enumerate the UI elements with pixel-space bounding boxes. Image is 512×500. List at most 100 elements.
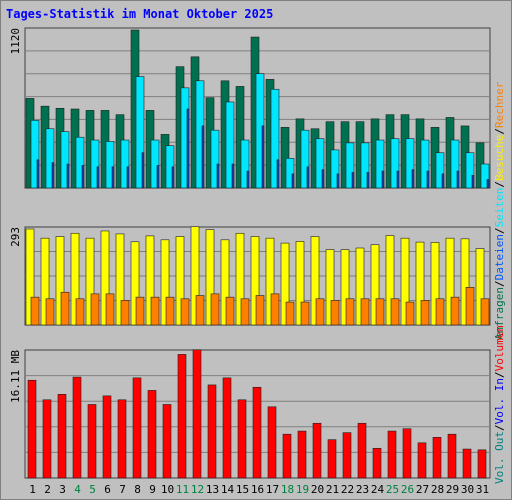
bar-besuche-5: [85, 237, 95, 326]
bar-volumen-31: [477, 449, 487, 479]
bar-besuche-9: [145, 235, 155, 326]
bar-besuche-19: [295, 241, 305, 326]
bar-seiten-25: [396, 170, 400, 189]
bar-rechner-4: [75, 298, 85, 326]
right-legend-bottom: Vol. Out/Vol. In/Volumen: [493, 325, 506, 484]
x-tick-label-8: 8: [134, 483, 141, 496]
bar-volumen-17: [267, 406, 277, 479]
x-tick-label-25: 25: [386, 483, 399, 496]
bar-dateien-21: [330, 149, 340, 189]
bar-seiten-24: [381, 170, 385, 189]
bar-dateien-4: [75, 136, 85, 189]
x-tick-label-20: 20: [311, 483, 324, 496]
legend-entry: /: [493, 280, 506, 287]
bar-rechner-29: [450, 296, 460, 326]
bar-rechner-30: [465, 287, 475, 326]
bar-besuche-8: [130, 241, 140, 326]
ymax-label-volume: 16.11 MB: [9, 350, 22, 403]
x-tick-label-15: 15: [236, 483, 249, 496]
bar-volumen-19: [297, 430, 307, 479]
bar-seiten-26: [411, 169, 415, 189]
bar-dateien-18: [285, 158, 295, 189]
bar-seiten-8: [141, 152, 145, 189]
bar-besuche-10: [160, 239, 170, 326]
x-tick-label-2: 2: [44, 483, 51, 496]
bar-volumen-12: [192, 349, 202, 479]
bar-besuche-3: [55, 236, 65, 326]
x-tick-label-11: 11: [176, 483, 189, 496]
x-tick-label-9: 9: [149, 483, 156, 496]
bar-dateien-31: [480, 163, 490, 189]
bar-besuche-11: [175, 236, 185, 326]
bar-volumen-5: [87, 404, 97, 479]
bar-besuche-23: [355, 247, 365, 326]
bar-rechner-23: [360, 298, 370, 326]
bar-rechner-28: [435, 298, 445, 326]
x-tick-label-16: 16: [251, 483, 264, 496]
x-tick-label-30: 30: [461, 483, 474, 496]
x-tick-label-22: 22: [341, 483, 354, 496]
bar-seiten-1: [36, 159, 40, 189]
bar-seiten-6: [111, 166, 115, 189]
bar-volumen-1: [27, 379, 37, 479]
legend-entry: Seiten: [493, 188, 506, 228]
bar-dateien-20: [315, 138, 325, 189]
bar-dateien-3: [60, 131, 70, 189]
x-tick-label-26: 26: [401, 483, 414, 496]
bar-rechner-1: [30, 296, 40, 326]
bar-besuche-13: [205, 229, 215, 326]
bar-seiten-14: [231, 163, 235, 189]
bar-volumen-11: [177, 354, 187, 479]
bar-seiten-20: [321, 169, 325, 189]
bar-rechner-22: [345, 298, 355, 326]
bar-rechner-2: [45, 298, 55, 326]
bar-besuche-30: [460, 238, 470, 326]
bar-volumen-30: [462, 448, 472, 479]
x-tick-label-3: 3: [59, 483, 66, 496]
bar-seiten-2: [51, 162, 55, 189]
bar-rechner-11: [180, 298, 190, 326]
bar-rechner-19: [300, 301, 310, 326]
bar-volumen-13: [207, 384, 217, 479]
bar-volumen-25: [387, 430, 397, 479]
bar-seiten-5: [96, 166, 100, 189]
bar-besuche-16: [250, 236, 260, 326]
bar-dateien-6: [105, 141, 115, 189]
bar-rechner-7: [120, 300, 130, 326]
bar-rechner-14: [225, 296, 235, 326]
bar-seiten-16: [261, 125, 265, 189]
bar-rechner-16: [255, 295, 265, 326]
bar-rechner-3: [60, 291, 70, 326]
bar-seiten-17: [276, 159, 280, 189]
bar-besuche-6: [100, 230, 110, 326]
bar-volumen-23: [357, 422, 367, 479]
bar-seiten-7: [126, 166, 130, 189]
bar-seiten-21: [336, 173, 340, 189]
bar-volumen-21: [327, 439, 337, 479]
bar-volumen-14: [222, 377, 232, 479]
legend-entry: Dateien: [493, 234, 506, 280]
bar-rechner-15: [240, 298, 250, 326]
bar-rechner-27: [420, 300, 430, 326]
bar-volumen-18: [282, 433, 292, 479]
bar-dateien-25: [390, 138, 400, 189]
bar-rechner-12: [195, 295, 205, 326]
bar-besuche-26: [400, 237, 410, 326]
bar-volumen-2: [42, 399, 52, 479]
x-tick-label-17: 17: [266, 483, 279, 496]
bar-rechner-21: [330, 300, 340, 326]
legend-entry: Rechner: [493, 81, 506, 128]
bar-seiten-12: [201, 125, 205, 189]
bar-rechner-9: [150, 296, 160, 326]
x-tick-label-13: 13: [206, 483, 219, 496]
bar-besuche-14: [220, 239, 230, 326]
bar-volumen-10: [162, 404, 172, 479]
bar-dateien-5: [90, 139, 100, 189]
bar-seiten-9: [156, 165, 160, 189]
bar-dateien-15: [240, 139, 250, 189]
bar-dateien-28: [435, 152, 445, 189]
bar-dateien-8: [135, 76, 145, 189]
bar-besuche-1: [25, 228, 35, 326]
bar-besuche-21: [325, 249, 335, 326]
